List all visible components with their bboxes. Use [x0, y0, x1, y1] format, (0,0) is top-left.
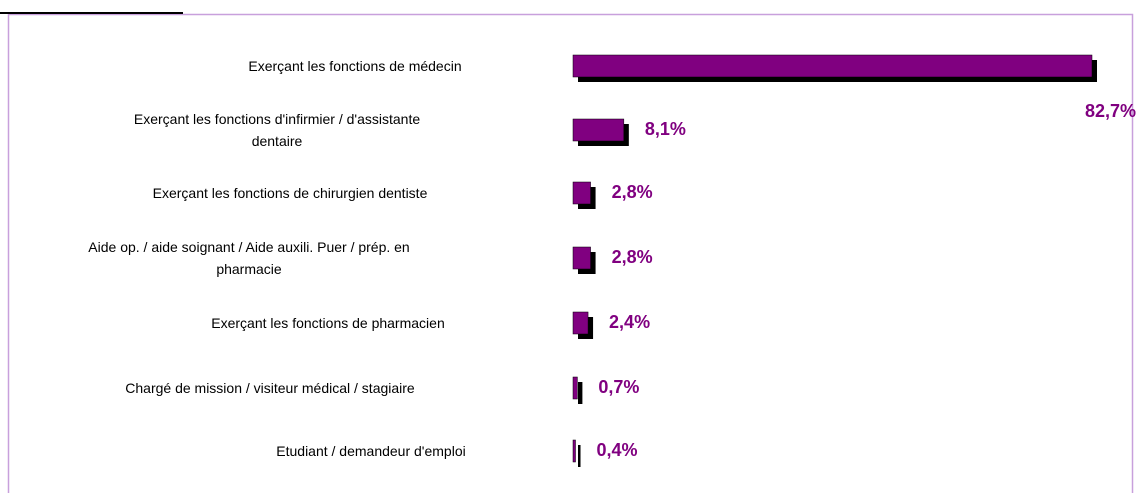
bar [572, 376, 578, 400]
bar [572, 54, 1093, 78]
value-label: 82,7% [1085, 101, 1136, 121]
category-label: Exerçant les fonctions de chirurgien den… [152, 185, 428, 201]
category-label: Exerçant les fonctions de médecin [248, 58, 462, 74]
category-label: Exerçant les fonctions de pharmacien [211, 315, 445, 331]
category-label: Etudiant / demandeur d'emploi [276, 443, 466, 459]
frame [7, 13, 1134, 493]
category-label: Aide op. / aide soignant / Aide auxili. … [88, 239, 410, 277]
bar [572, 118, 625, 142]
value-label: 2,8% [612, 182, 653, 202]
bar-shadow [578, 382, 583, 404]
category-label: Chargé de mission / visiteur médical / s… [125, 380, 415, 396]
bar [572, 439, 576, 463]
bar [572, 246, 591, 270]
category-label: Exerçant les fonctions d'infirmier / d'a… [133, 111, 421, 149]
value-label: 2,8% [612, 247, 653, 267]
value-label: 0,7% [598, 377, 639, 397]
bar [572, 311, 589, 335]
value-label: 0,4% [597, 440, 638, 460]
value-label: 2,4% [609, 312, 650, 332]
bar-shadow [578, 445, 581, 467]
bar [572, 181, 591, 205]
value-label: 8,1% [645, 119, 686, 139]
